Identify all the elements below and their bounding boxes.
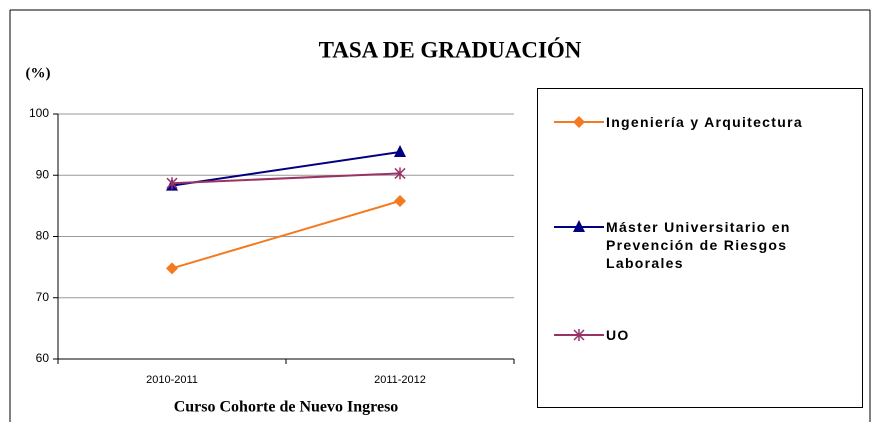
x-tick-label: 2011-2012: [374, 374, 426, 386]
legend-box: [537, 88, 863, 408]
marker: [573, 329, 585, 341]
legend-label: Ingeniería y Arquitectura: [606, 114, 803, 130]
y-tick-label: 60: [36, 351, 50, 365]
marker: [166, 262, 178, 275]
y-tick-label: 100: [29, 106, 49, 120]
legend-entry: UO: [552, 326, 852, 344]
legend-label: UO: [606, 327, 630, 343]
legend-label: Máster Universitario en Prevención de Ri…: [606, 219, 791, 271]
marker: [573, 116, 585, 128]
x-tick-label: 2010-2011: [146, 374, 198, 386]
y-tick-label: 80: [36, 229, 50, 243]
legend-swatch: [554, 116, 604, 128]
y-tick-label: 90: [36, 167, 50, 181]
y-tick-label: 70: [36, 290, 50, 304]
series-line: [171, 172, 401, 185]
marker: [394, 167, 406, 180]
series-line: [171, 200, 401, 270]
legend: Ingeniería y Arquitectura Máster Universi…: [538, 89, 862, 407]
legend-entry: Ingeniería y Arquitectura: [552, 113, 852, 131]
legend-swatch: [554, 220, 604, 232]
marker: [573, 220, 585, 232]
y-axis-label: (%): [26, 65, 51, 81]
legend-swatch: [554, 329, 604, 341]
marker: [394, 144, 406, 157]
marker: [166, 177, 178, 190]
x-axis-label: Curso Cohorte de Nuevo Ingreso: [174, 399, 399, 416]
legend-entry: Máster Universitario en Prevención de Ri…: [552, 218, 852, 272]
series-line: [171, 150, 401, 187]
marker: [394, 194, 406, 207]
chart-title: TASA DE GRADUACIÓN: [319, 36, 582, 62]
